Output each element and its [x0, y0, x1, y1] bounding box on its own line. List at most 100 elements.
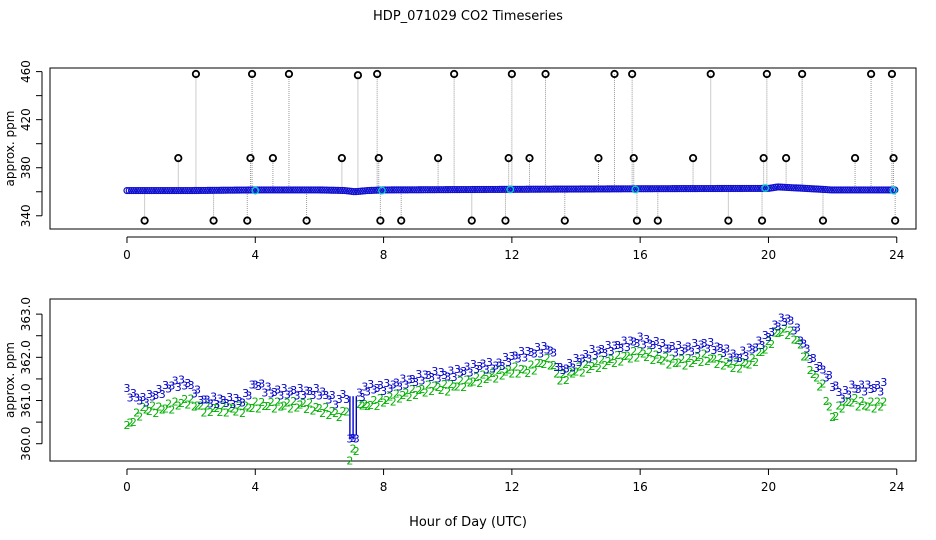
series-2-point: 2	[159, 403, 166, 416]
x-tick-label: 0	[123, 248, 131, 262]
series-2-point: 2	[406, 391, 413, 404]
series-2-point: 2	[630, 345, 637, 358]
spike-point	[759, 154, 768, 163]
x-tick-label: 4	[251, 248, 259, 262]
baseline-point	[228, 186, 237, 194]
baseline-point	[152, 186, 160, 195]
series-2-point: 2	[181, 393, 188, 406]
series-3-point: 3	[787, 315, 794, 328]
series-2-point: 2	[512, 360, 519, 373]
series-2-point: 2	[447, 378, 454, 391]
baseline-point	[801, 184, 809, 193]
baseline-point	[644, 185, 652, 193]
series-2-point: 2	[839, 402, 846, 415]
series-2-point: 2	[390, 396, 397, 409]
series-3-point: 3	[765, 331, 772, 344]
series-2-point: 2	[784, 329, 791, 342]
baseline-point	[453, 186, 461, 194]
baseline-point	[134, 186, 142, 195]
baseline-point	[749, 184, 757, 193]
series-2-point: 2	[353, 445, 360, 458]
series-3-point: 3	[797, 335, 804, 348]
series-2-point: 2	[550, 359, 557, 372]
baseline-point	[868, 186, 876, 194]
series-3-point: 3	[326, 393, 333, 406]
baseline-point	[475, 185, 484, 194]
baseline-point	[320, 186, 329, 194]
baseline-point	[350, 188, 358, 196]
series-3-point: 3	[598, 343, 605, 356]
series-2-point: 2	[197, 399, 204, 412]
series-3-point: 3	[406, 373, 413, 386]
series-3-point: 3	[659, 337, 666, 350]
series-3-point: 3	[300, 389, 307, 402]
series-3-point: 3	[268, 388, 275, 401]
series-3-point: 3	[168, 379, 175, 392]
baseline-point	[282, 186, 290, 194]
series-2-point: 2	[127, 416, 134, 429]
spike-point	[140, 216, 149, 225]
series-2-point: 2	[326, 409, 333, 422]
baseline-point	[648, 185, 656, 193]
baseline-point	[621, 185, 630, 193]
series-3-point: 3	[540, 340, 547, 353]
baseline-point	[181, 186, 189, 195]
series-3-point: 3	[390, 378, 397, 391]
series-3-point: 3	[353, 432, 360, 445]
series-3-point: 3	[220, 394, 227, 407]
baseline-point	[747, 184, 755, 193]
series-2-point: 2	[547, 359, 554, 372]
spike-point	[781, 154, 791, 163]
series-2-point: 2	[524, 367, 531, 380]
series-3-point: 3	[746, 342, 753, 355]
series-3-point: 3	[313, 382, 320, 395]
baseline-point	[163, 186, 171, 195]
baseline-point	[743, 184, 751, 193]
series-3-point: 3	[630, 336, 637, 349]
series-2-point: 2	[531, 364, 538, 377]
series-3-point: 3	[560, 364, 567, 377]
series-2-point: 2	[746, 359, 753, 372]
series-2-point: 2	[415, 384, 422, 397]
baseline-point	[671, 185, 679, 193]
series-3-point: 3	[271, 386, 278, 399]
series-2-point: 2	[255, 403, 262, 416]
series-2-point: 2	[560, 368, 567, 381]
series-3-point: 3	[829, 381, 836, 394]
series-3-point: 3	[633, 337, 640, 350]
series-2-point: 2	[361, 398, 368, 411]
baseline-point	[540, 185, 549, 193]
series-2-point: 2	[556, 375, 563, 388]
series-2-point: 2	[691, 354, 698, 367]
baseline-point	[473, 185, 481, 194]
baseline-point	[417, 186, 425, 194]
series-2-point: 2	[140, 401, 147, 414]
spike-point	[889, 154, 898, 163]
baseline-point	[646, 185, 654, 193]
spike-point	[374, 154, 383, 163]
series-2-point: 2	[582, 358, 589, 371]
series-3-point: 3	[261, 386, 268, 399]
baseline-point	[740, 184, 749, 193]
series-2-point: 2	[220, 399, 227, 412]
baseline-point	[803, 184, 811, 193]
baseline-point	[794, 184, 802, 192]
series-3-point: 3	[556, 361, 563, 374]
baseline-point	[576, 185, 585, 193]
series-3-point: 3	[864, 378, 871, 391]
baseline-point	[242, 186, 250, 194]
baseline-point	[619, 185, 627, 193]
series-3-point: 3	[210, 391, 217, 404]
baseline-point	[136, 186, 145, 195]
calibration-point	[378, 186, 386, 195]
baseline-point	[752, 184, 760, 193]
series-3-point: 3	[848, 379, 855, 392]
baseline-point	[711, 184, 719, 193]
series-3-point: 3	[444, 370, 451, 383]
series-3-point: 3	[563, 362, 570, 375]
series-2-point: 2	[710, 352, 717, 365]
series-2-point: 2	[791, 333, 798, 346]
plot-frame	[49, 67, 917, 230]
series-3-point: 3	[451, 371, 458, 384]
series-3-point: 3	[216, 393, 223, 406]
